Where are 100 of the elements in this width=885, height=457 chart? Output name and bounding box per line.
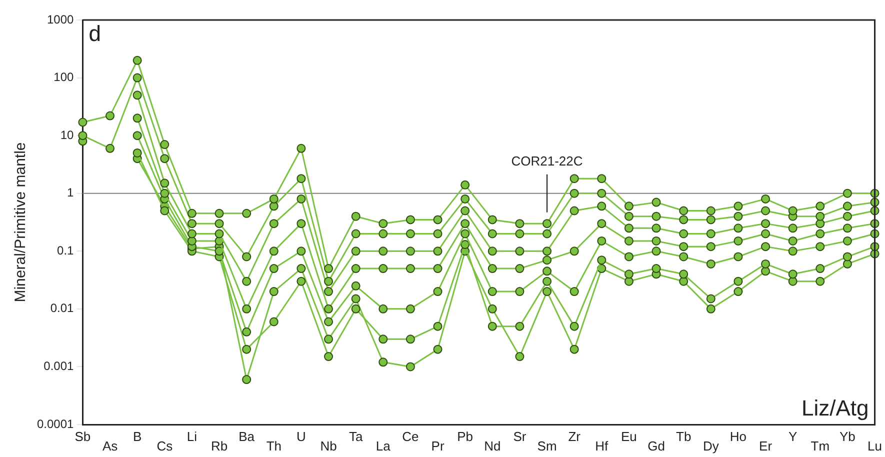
point <box>132 56 142 65</box>
point <box>460 219 470 228</box>
point <box>488 322 497 331</box>
point <box>597 236 606 246</box>
x-tick-label: Zr <box>568 428 582 444</box>
point <box>706 206 716 216</box>
x-tick-label: Sb <box>74 428 91 444</box>
point <box>488 246 497 256</box>
x-tick-label: Tb <box>676 428 692 444</box>
point <box>406 246 415 256</box>
point <box>679 229 688 238</box>
point <box>160 178 170 188</box>
point <box>132 148 142 158</box>
x-tick-label: Hf <box>595 438 609 454</box>
point <box>406 229 415 238</box>
point <box>406 215 415 224</box>
point <box>542 246 552 256</box>
point <box>515 287 524 296</box>
point <box>652 264 661 274</box>
point <box>406 264 415 274</box>
y-tick-label: 10 <box>60 128 74 142</box>
point <box>679 270 688 279</box>
point <box>214 208 224 218</box>
point <box>679 215 688 224</box>
x-tick-label: Yb <box>840 428 856 444</box>
point <box>351 281 360 290</box>
point <box>788 270 798 279</box>
point <box>542 276 552 286</box>
point <box>406 362 415 372</box>
point <box>515 229 524 238</box>
point <box>570 206 579 216</box>
point <box>296 276 306 286</box>
point <box>187 236 196 246</box>
x-tick-label: Nb <box>320 438 337 454</box>
point <box>515 246 524 256</box>
point <box>324 334 334 344</box>
point <box>734 212 743 221</box>
x-tick-label: Y <box>788 428 798 444</box>
x-tick-label: Sr <box>513 428 527 444</box>
x-tick-label: Er <box>759 438 773 454</box>
point <box>679 252 688 262</box>
point <box>242 252 252 262</box>
point <box>570 287 579 296</box>
point <box>214 219 224 228</box>
point <box>761 259 770 268</box>
point <box>187 219 196 228</box>
point <box>652 236 661 246</box>
point <box>406 334 415 344</box>
point <box>296 246 306 256</box>
point <box>269 194 278 204</box>
point <box>597 188 606 198</box>
point <box>842 212 852 221</box>
point <box>378 229 388 238</box>
point <box>761 219 770 228</box>
point <box>460 180 470 190</box>
point <box>788 236 798 246</box>
point <box>242 344 252 354</box>
point <box>788 206 798 216</box>
point <box>324 276 334 286</box>
point <box>679 276 688 286</box>
point <box>842 236 852 246</box>
point <box>296 194 306 204</box>
point <box>816 229 825 238</box>
point <box>542 219 552 228</box>
point <box>515 264 524 274</box>
x-tick-label: Li <box>186 428 198 444</box>
point <box>542 287 552 296</box>
point <box>488 229 497 238</box>
point <box>570 174 579 184</box>
x-tick-label: U <box>296 428 306 444</box>
x-tick-label: La <box>376 438 392 454</box>
point <box>132 73 142 82</box>
point <box>160 188 170 198</box>
point <box>816 202 825 211</box>
x-tick-label: Rb <box>210 438 228 454</box>
point <box>706 294 716 304</box>
point <box>324 287 334 296</box>
point <box>242 375 252 384</box>
point <box>296 144 306 153</box>
point <box>433 344 442 354</box>
point <box>378 219 388 228</box>
point <box>515 219 524 228</box>
point <box>570 188 579 198</box>
point <box>378 358 388 367</box>
y-tick-label: 0.001 <box>44 359 74 374</box>
point <box>378 334 388 344</box>
x-tick-label: Dy <box>702 438 720 454</box>
x-tick-label: As <box>102 438 118 454</box>
point <box>433 287 442 296</box>
point <box>488 215 497 224</box>
point <box>296 219 306 228</box>
point <box>351 304 360 314</box>
point <box>351 294 360 304</box>
point <box>761 266 770 276</box>
point <box>406 304 415 314</box>
point <box>433 246 442 256</box>
x-tick-label: Ce <box>402 428 419 444</box>
y-tick-label: 0.1 <box>57 243 74 258</box>
point <box>433 264 442 274</box>
y-axis-title: Mineral/Primitive mantle <box>12 142 30 302</box>
